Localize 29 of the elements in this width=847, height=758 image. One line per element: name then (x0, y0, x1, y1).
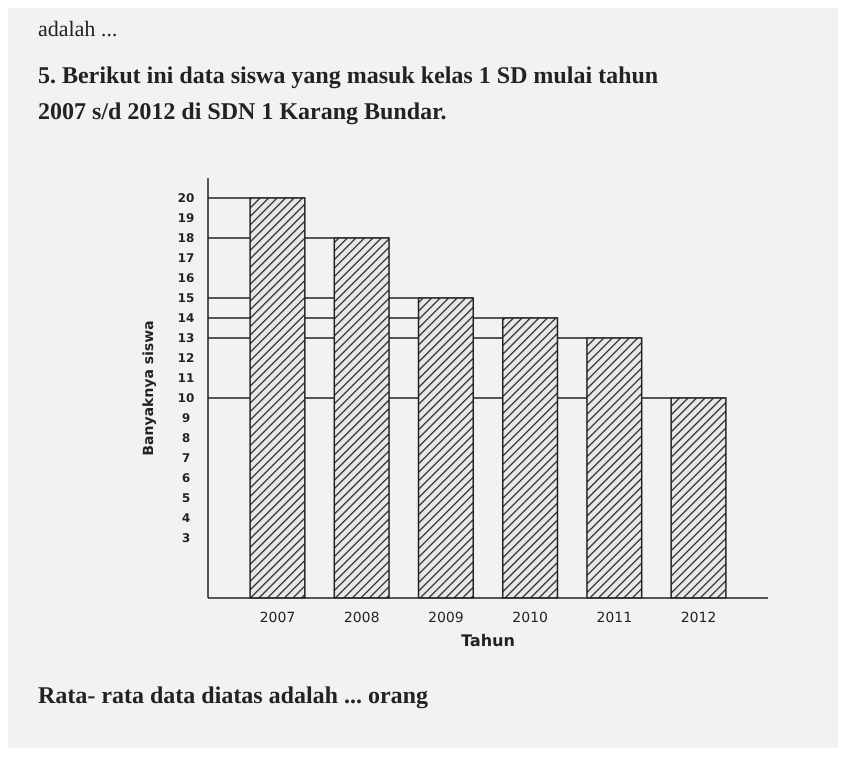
y-tick-label: 3 (182, 531, 190, 546)
y-tick-label: 15 (178, 291, 194, 306)
y-tick-label: 13 (178, 331, 194, 346)
x-tick-label: 2009 (428, 610, 464, 626)
text: adalah ... (38, 16, 118, 41)
y-tick-label: 12 (178, 351, 194, 366)
y-tick-label: 19 (178, 211, 194, 226)
x-tick-label: 2011 (596, 610, 632, 626)
y-tick-label: 7 (182, 451, 190, 466)
x-tick-label: 2007 (260, 610, 296, 626)
x-tick-label: 2012 (680, 610, 716, 626)
x-tick-label: 2010 (512, 610, 548, 626)
y-axis-title: Banyaknya siswa (141, 320, 157, 456)
y-tick-label: 5 (182, 491, 190, 506)
y-tick-label: 18 (178, 231, 194, 246)
y-tick-label: 20 (178, 191, 194, 206)
y-tick-label: 4 (182, 511, 190, 526)
y-tick-label: 10 (178, 391, 194, 406)
y-tick-label: 17 (178, 251, 194, 266)
y-tick-label: 14 (178, 311, 194, 326)
text: Rata- rata data diatas adalah ... orang (38, 683, 428, 709)
x-tick-label: 2008 (344, 610, 380, 626)
y-tick-label: 9 (182, 411, 190, 426)
y-tick-label: 6 (182, 471, 190, 486)
chart-title: 5. Berikut ini data siswa yang masuk kelas 1 SD mulai tahun 2007 s/d 2012 di SDN 1 Karang Bundar. (38, 63, 658, 125)
y-tick-label: 16 (178, 271, 194, 286)
x-axis-title: Tahun (461, 631, 515, 650)
y-tick-label: 8 (182, 431, 190, 446)
y-tick-label: 11 (178, 371, 194, 386)
